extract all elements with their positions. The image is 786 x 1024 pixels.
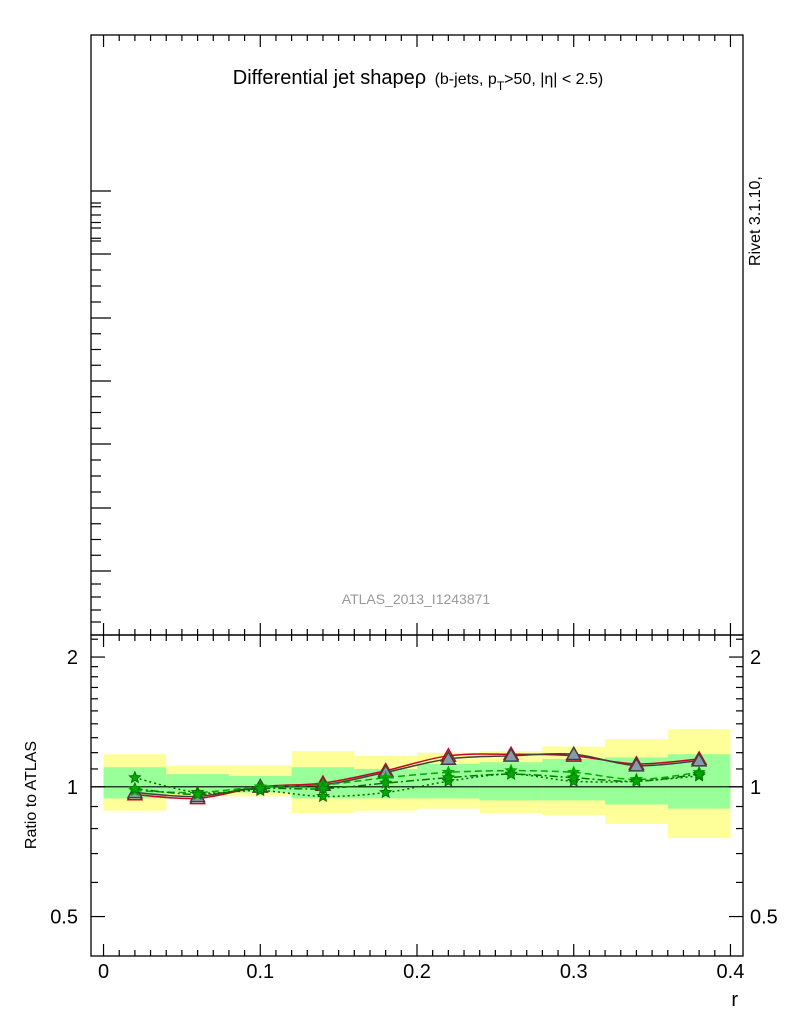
y-tick-label-right: 0.5 xyxy=(750,907,778,929)
analysis-watermark: ATLAS_2013_I1243871 xyxy=(342,591,491,607)
series-point-1 xyxy=(565,745,583,761)
series-point-1 xyxy=(502,747,520,762)
x-tick-label: 0.3 xyxy=(560,961,588,983)
series-point-4 xyxy=(629,774,644,787)
series-point-3 xyxy=(316,789,330,803)
stat-uncertainty-band-bin xyxy=(166,774,229,793)
chart-title-detail-sub: T xyxy=(497,79,505,93)
series-point-4 xyxy=(316,781,330,795)
chart-title: Differential jet shapeρ (b-jets, pT>50, … xyxy=(233,67,603,93)
x-axis-label: r xyxy=(731,989,738,1011)
series-point-3 xyxy=(128,770,142,784)
series-line-2 xyxy=(134,769,700,794)
x-tick-label: 0.4 xyxy=(717,961,745,983)
main-panel-frame xyxy=(90,34,744,636)
series-point-4 xyxy=(253,781,267,795)
series-point-4 xyxy=(128,781,142,795)
series-point-4 xyxy=(378,776,393,789)
rivet-version-label: Rivet 3.1.10, xyxy=(747,176,764,266)
main-panel-ticks xyxy=(91,35,732,635)
x-tick-label: 0.2 xyxy=(403,961,431,983)
y-tick-label: 0.5 xyxy=(50,907,78,929)
series-point-3 xyxy=(378,785,393,799)
series-line-4 xyxy=(134,773,700,796)
series-point-4 xyxy=(504,767,518,780)
mc-series xyxy=(126,745,708,805)
y-tick-label-right: 1 xyxy=(750,777,761,799)
series-point-4 xyxy=(190,787,205,801)
y-tick-label: 2 xyxy=(67,647,78,669)
series-point-4 xyxy=(692,767,706,780)
series-point-1 xyxy=(440,750,457,766)
chart-title-main: Differential jet shapeρ xyxy=(233,67,426,89)
x-tick-label: 0 xyxy=(98,961,109,983)
series-line-3 xyxy=(134,773,700,798)
y-tick-label: 1 xyxy=(67,777,78,799)
series-point-1 xyxy=(628,757,645,772)
chart-title-detail-post: >50, |η| < 2.5) xyxy=(504,71,603,88)
chart-title-detail-pre: (b-jets, p xyxy=(435,71,497,88)
tick-labels: 0 0.1 0.2 0.3 0.4 0.5 0.5 1 1 2 2 xyxy=(50,647,778,983)
y-axis-label: Ratio to ATLAS xyxy=(23,741,40,849)
ratio-panel-ticks xyxy=(91,635,743,956)
y-tick-label-right: 2 xyxy=(750,647,761,669)
x-tick-label: 0.1 xyxy=(246,961,274,983)
series-point-4 xyxy=(441,770,456,784)
series-point-4 xyxy=(567,770,581,784)
